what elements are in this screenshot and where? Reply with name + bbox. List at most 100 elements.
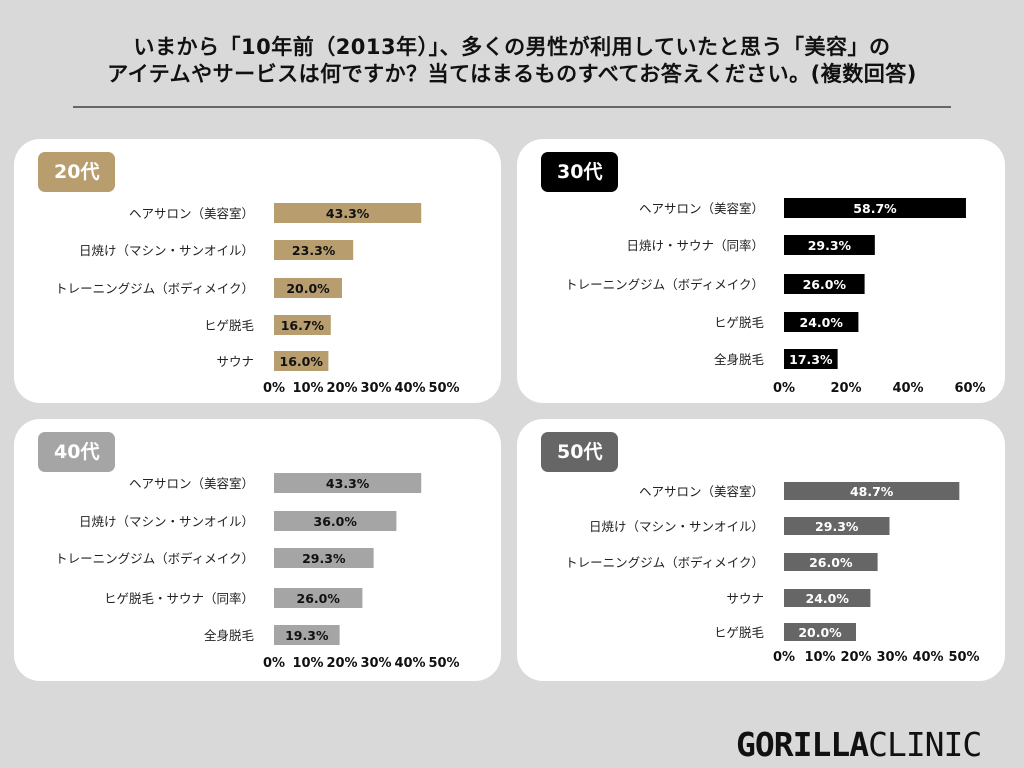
x-tick-label: 10% [292,381,323,396]
category-label: ヘアサロン（美容室） [639,201,764,216]
category-label: サウナ [216,354,254,369]
bar [784,312,859,332]
age-badge: 40代 [38,432,116,472]
bar-value-label: 16.7% [281,318,325,333]
bar-value-label: 20.0% [286,281,330,296]
bar [784,274,865,294]
bar [274,511,397,531]
x-tick-label: 10% [292,656,323,671]
x-tick-label: 10% [804,650,835,665]
x-tick-label: 0% [773,381,795,396]
category-label: ヘアサロン（美容室） [129,206,254,221]
bar-value-label: 58.7% [853,201,897,216]
bar [274,548,374,568]
bar [274,315,331,335]
category-label: トレーニングジム（ボディメイク） [565,277,764,292]
bar-value-label: 43.3% [326,206,370,221]
category-label: 日焼け（マシン・サンオイル） [589,519,764,534]
category-label: ヘアサロン（美容室） [129,476,254,491]
age-badge: 20代 [38,152,116,192]
x-tick-label: 50% [428,656,459,671]
bar-value-label: 26.0% [803,277,847,292]
category-label: ヒゲ脱毛・サウナ（同率） [104,591,254,606]
category-label: サウナ [726,591,764,606]
bar-value-label: 26.0% [809,555,853,570]
bar-value-label: 43.3% [326,476,370,491]
x-tick-label: 30% [360,381,391,396]
x-tick-label: 40% [394,381,425,396]
bar-value-label: 17.3% [789,352,833,367]
bar-value-label: 29.3% [302,551,346,566]
category-label: ヒゲ脱毛 [204,318,255,333]
bar [784,623,856,641]
page-title: いまから「10年前（2013年）」、多くの男性が利用していたと思う「美容」の ア… [0,34,1024,88]
bar-chart: ヘアサロン（美容室） 58.7% 日焼け・サウナ（同率） 29.3% トレーニングジム（… [565,198,986,396]
bar [784,482,960,500]
bar [274,625,340,645]
x-tick-label: 30% [876,650,907,665]
bar [784,589,871,607]
bar [274,473,422,493]
x-tick-label: 20% [830,381,861,396]
bar [274,278,342,298]
bar [784,517,890,535]
chart-panel-40s: 40代 ヘアサロン（美容室） 43.3% 日焼け（マシン・サンオイル） 36.0% トレ… [14,419,501,681]
bar-value-label: 36.0% [314,514,358,529]
bar-value-label: 20.0% [798,625,842,640]
title-line-1: いまから「10年前（2013年）」、多くの男性が利用していたと思う「美容」の [133,35,891,59]
category-label: トレーニングジム（ボディメイク） [55,551,254,566]
bar [784,198,966,218]
chart-panel-30s: 30代 ヘアサロン（美容室） 58.7% 日焼け・サウナ（同率） 29.3% トレーニン… [517,139,1005,403]
bar [274,588,363,608]
age-badge: 50代 [541,432,619,472]
category-label: ヒゲ脱毛 [714,315,765,330]
x-tick-label: 60% [954,381,985,396]
logo-light-text: CLINIC [868,725,982,764]
bar-value-label: 23.3% [292,243,336,258]
bar [784,553,878,571]
bar-chart: ヘアサロン（美容室） 43.3% 日焼け（マシン・サンオイル） 23.3% トレーニング… [55,203,460,396]
x-tick-label: 0% [263,656,285,671]
bar [784,349,838,369]
x-tick-label: 30% [360,656,391,671]
age-badge: 30代 [541,152,619,192]
bar-value-label: 19.3% [285,628,329,643]
category-label: ヘアサロン（美容室） [639,484,764,499]
category-label: 日焼け（マシン・サンオイル） [79,243,254,258]
bar-value-label: 16.0% [280,354,324,369]
category-label: ヒゲ脱毛 [714,625,765,640]
bar-value-label: 24.0% [800,315,844,330]
brand-logo: GORILLACLINIC [736,725,982,765]
category-label: 全身脱毛 [714,352,765,367]
x-tick-label: 0% [263,381,285,396]
bar-value-label: 29.3% [815,519,859,534]
x-tick-label: 40% [892,381,923,396]
bar-value-label: 24.0% [806,591,850,606]
x-tick-label: 20% [840,650,871,665]
bar [274,240,354,260]
title-line-2: アイテムやサービスは何ですか？当てはまるものすべてお答えください。(複数回答) [107,62,917,86]
category-label: 日焼け・サウナ（同率） [626,238,764,253]
x-tick-label: 20% [326,381,357,396]
x-tick-label: 50% [428,381,459,396]
chart-panel-20s: 20代 ヘアサロン（美容室） 43.3% 日焼け（マシン・サンオイル） 23.3% トレ… [14,139,501,403]
x-tick-label: 20% [326,656,357,671]
title-divider [73,106,951,108]
bar [274,203,422,223]
bar-chart: ヘアサロン（美容室） 48.7% 日焼け（マシン・サンオイル） 29.3% トレーニング… [565,482,980,665]
bar-chart: ヘアサロン（美容室） 43.3% 日焼け（マシン・サンオイル） 36.0% トレーニング… [55,473,460,671]
category-label: トレーニングジム（ボディメイク） [565,555,764,570]
chart-panel-50s: 50代 ヘアサロン（美容室） 48.7% 日焼け（マシン・サンオイル） 29.3% トレ… [517,419,1005,681]
bar-value-label: 48.7% [850,484,894,499]
category-label: 日焼け（マシン・サンオイル） [79,514,254,529]
bar [784,235,875,255]
x-tick-label: 0% [773,650,795,665]
category-label: トレーニングジム（ボディメイク） [55,281,254,296]
x-tick-label: 40% [912,650,943,665]
bar-value-label: 29.3% [808,238,852,253]
bar [274,351,329,371]
logo-bold-text: GORILLA [736,725,869,764]
x-tick-label: 50% [948,650,979,665]
bar-value-label: 26.0% [297,591,341,606]
category-label: 全身脱毛 [204,628,255,643]
